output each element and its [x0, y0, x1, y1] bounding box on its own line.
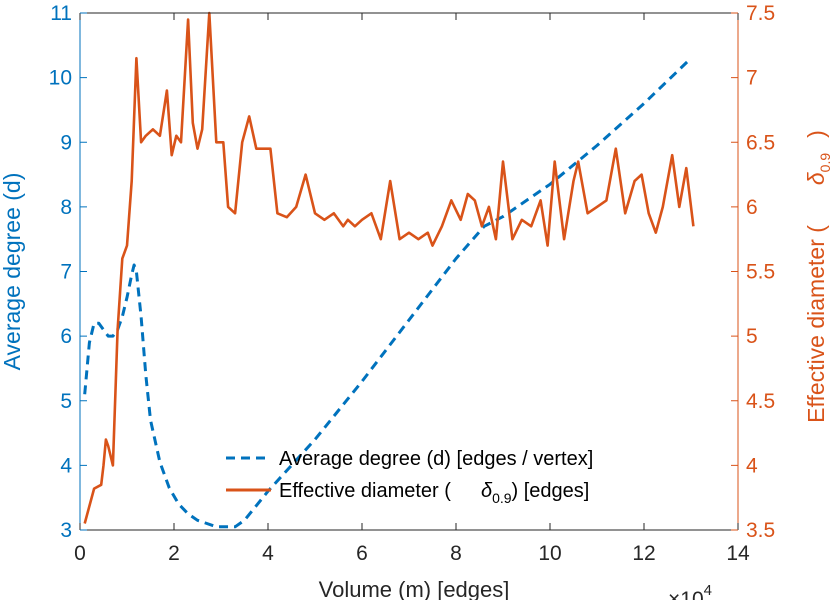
- left-y-tick-label: 6: [60, 325, 72, 348]
- x-axis-multiplier-exponent: 4: [704, 582, 712, 599]
- x-axis-label: Volume (m) [edges]: [319, 577, 510, 600]
- left-y-tick-label: 3: [60, 519, 72, 542]
- right-y-tick-label: 7: [746, 67, 758, 90]
- legend-label-average-degree: Average degree (d) [edges / vertex]: [279, 448, 593, 470]
- left-y-tick-label: 10: [49, 67, 72, 90]
- x-tick-label: 10: [538, 542, 561, 565]
- left-y-tick-label: 9: [60, 131, 72, 154]
- x-tick-label: 8: [450, 542, 462, 565]
- x-axis-multiplier-base: ×10: [668, 588, 704, 600]
- right-y-axis-label-suffix: ): [803, 130, 829, 138]
- x-tick-label: 12: [632, 542, 655, 565]
- right-y-axis-label-prefix: Effective diameter (: [803, 225, 829, 423]
- left-y-tick-label: 5: [60, 390, 72, 413]
- legend-label-effective-diameter: Effective diameter (δ0.9) [edges]: [279, 480, 589, 506]
- legend-delta-subscript: 0.9: [492, 490, 512, 506]
- series-line-average-degree: [83, 57, 693, 529]
- right-y-tick-label: 6.5: [746, 131, 775, 154]
- plot-area: 0 2 4 6 8 10 12 14 3 4 5 6 7 8 9 10 11 3.5 4 4.5 5 5.5 6 6.5 7 7.…: [49, 2, 776, 565]
- right-y-tick-label: 3.5: [746, 519, 775, 542]
- right-y-tick-label: 7.5: [746, 2, 775, 25]
- x-tick-label: 14: [726, 542, 750, 565]
- left-y-tick-label: 4: [60, 454, 72, 477]
- right-y-axis-label-symbol: δ: [803, 172, 829, 185]
- left-y-tick-label: 11: [50, 2, 72, 25]
- right-y-tick-label: 5.5: [746, 261, 775, 284]
- right-y-tick-label: 5: [746, 325, 758, 348]
- legend-label-effective-diameter-name: Effective diameter: [279, 480, 439, 502]
- x-tick-label: 0: [74, 542, 86, 565]
- left-y-tick-label: 7: [60, 261, 72, 284]
- legend-delta-symbol: δ: [481, 480, 493, 502]
- x-tick-label: 6: [356, 542, 368, 565]
- x-axis-multiplier: ×104: [668, 582, 712, 600]
- right-y-axis-label: Effective diameter ( δ0.9): [803, 130, 833, 423]
- chart-legend: Average degree (d) [edges / vertex] Effe…: [226, 448, 593, 506]
- right-y-tick-label: 6: [746, 196, 758, 219]
- legend-units: [edges]: [524, 480, 590, 502]
- right-y-tick-label: 4.5: [746, 390, 775, 413]
- right-y-tick-label: 4: [746, 454, 758, 477]
- left-y-axis-label: Average degree (d): [0, 173, 25, 371]
- left-y-tick-label: 8: [60, 196, 72, 219]
- x-tick-label: 2: [168, 542, 180, 565]
- right-y-axis-label-subscript: 0.9: [817, 153, 833, 173]
- series-line-effective-diameter: [83, 11, 695, 524]
- x-tick-label: 4: [262, 542, 274, 565]
